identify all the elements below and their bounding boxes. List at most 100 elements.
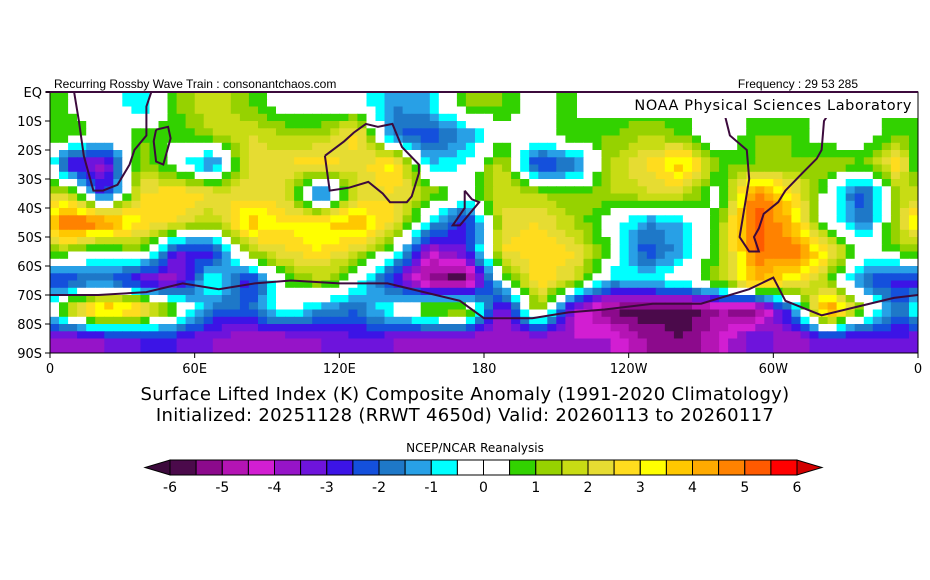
heatmap-cell	[664, 171, 675, 180]
heatmap-cell	[447, 113, 458, 122]
heatmap-cell	[267, 106, 277, 115]
heatmap-cell	[384, 215, 395, 224]
heatmap-cell	[248, 258, 259, 267]
heatmap-cell	[221, 99, 232, 108]
heatmap-cell	[782, 324, 792, 332]
heatmap-cell	[655, 186, 666, 195]
heatmap-cell	[68, 244, 78, 253]
heatmap-cell	[68, 338, 78, 347]
heatmap-cell	[230, 273, 241, 282]
heatmap-cell	[95, 92, 105, 100]
heatmap-cell	[95, 345, 105, 353]
heatmap-cell	[809, 316, 820, 325]
heatmap-cell	[719, 215, 729, 224]
heatmap-cell	[131, 273, 141, 282]
heatmap-cell	[818, 208, 829, 216]
colorbar-tick-label: 0	[479, 480, 488, 496]
heatmap-cell	[764, 128, 774, 137]
heatmap-cell	[782, 222, 792, 231]
heatmap-cell	[737, 229, 747, 238]
heatmap-cell	[312, 324, 322, 332]
heatmap-cell	[50, 258, 60, 267]
heatmap-cell	[149, 128, 160, 137]
heatmap-cell	[465, 222, 476, 231]
heatmap-cell	[230, 157, 241, 166]
colorbar-swatch	[300, 459, 328, 476]
heatmap-cell	[809, 258, 820, 267]
heatmap-cell	[619, 121, 630, 129]
heatmap-cell	[899, 345, 910, 353]
heatmap-cell	[203, 128, 214, 137]
heatmap-cell	[258, 237, 268, 245]
heatmap-cell	[149, 273, 160, 282]
heatmap-cell	[402, 316, 413, 325]
heatmap-cell	[881, 244, 892, 253]
heatmap-cell	[86, 287, 96, 296]
heatmap-cell	[366, 157, 377, 166]
heatmap-cell	[50, 266, 60, 274]
heatmap-cell	[321, 287, 331, 296]
heatmap-cell	[456, 229, 467, 238]
heatmap-cell	[258, 287, 268, 296]
heatmap-cell	[827, 135, 838, 144]
heatmap-cell	[77, 316, 87, 325]
heatmap-cell	[782, 186, 792, 195]
heatmap-cell	[818, 193, 829, 202]
heatmap-cell	[384, 266, 395, 274]
heatmap-cell	[565, 237, 575, 245]
heatmap-cell	[258, 229, 268, 238]
heatmap-cell	[248, 244, 259, 253]
heatmap-cell	[303, 258, 313, 267]
heatmap-cell	[303, 179, 313, 187]
heatmap-cell	[854, 251, 865, 260]
heatmap-cell	[764, 251, 774, 260]
heatmap-cell	[185, 179, 196, 187]
heatmap-cell	[158, 258, 169, 267]
heatmap-cell	[158, 164, 169, 173]
heatmap-cell	[909, 229, 918, 238]
heatmap-cell	[646, 128, 657, 137]
heatmap-cell	[420, 186, 431, 195]
heatmap-cell	[438, 258, 449, 267]
heatmap-cell	[212, 150, 223, 158]
heatmap-cell	[728, 135, 738, 144]
heatmap-cell	[50, 338, 60, 347]
heatmap-cell	[285, 273, 295, 282]
heatmap-cell	[276, 128, 286, 137]
heatmap-cell	[86, 302, 96, 311]
heatmap-cell	[909, 331, 918, 340]
heatmap-cell	[511, 128, 521, 137]
heatmap-cell	[637, 142, 648, 151]
heatmap-cell	[872, 164, 883, 173]
heatmap-cell	[95, 208, 105, 216]
heatmap-cell	[149, 157, 160, 166]
heatmap-cell	[330, 157, 340, 166]
heatmap-cell	[664, 128, 675, 137]
heatmap-cell	[194, 229, 205, 238]
heatmap-cell	[664, 222, 675, 231]
heatmap-cell	[646, 309, 657, 318]
heatmap-cell	[312, 237, 322, 245]
colorbar-tick-label: 6	[793, 480, 802, 496]
heatmap-cell	[194, 150, 205, 158]
heatmap-cell	[366, 237, 377, 245]
heatmap-cell	[230, 316, 241, 325]
heatmap-cell	[393, 309, 404, 318]
heatmap-cell	[348, 99, 358, 108]
colorbar-tick-label: -2	[372, 480, 386, 496]
heatmap-cell	[764, 164, 774, 173]
heatmap-cell	[475, 113, 485, 122]
heatmap-cell	[321, 106, 331, 115]
heatmap-cell	[682, 331, 693, 340]
heatmap-cell	[267, 208, 277, 216]
heatmap-cell	[230, 179, 241, 187]
heatmap-cell	[294, 316, 304, 325]
heatmap-cell	[239, 157, 250, 166]
heatmap-cell	[312, 200, 322, 209]
heatmap-cell	[393, 113, 404, 122]
heatmap-cell	[59, 244, 69, 253]
heatmap-cell	[420, 135, 431, 144]
heatmap-cell	[95, 215, 105, 224]
heatmap-cell	[728, 150, 738, 158]
heatmap-cell	[773, 324, 783, 332]
